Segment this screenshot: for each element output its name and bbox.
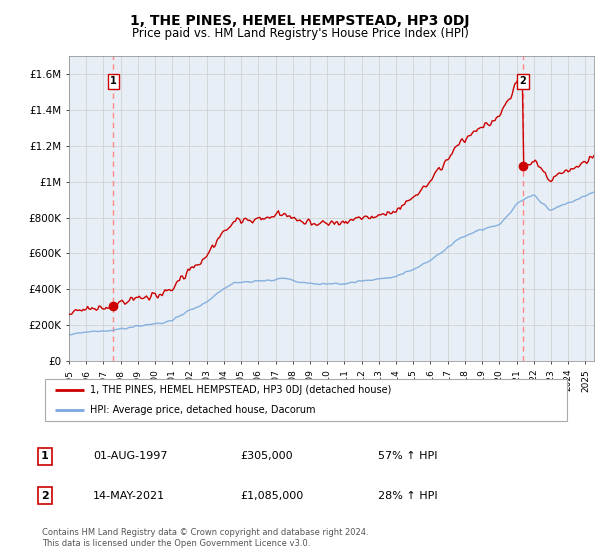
Text: £1,085,000: £1,085,000 [240,491,303,501]
Text: 1, THE PINES, HEMEL HEMPSTEAD, HP3 0DJ: 1, THE PINES, HEMEL HEMPSTEAD, HP3 0DJ [130,14,470,28]
Text: 1: 1 [41,451,49,461]
Text: HPI: Average price, detached house, Dacorum: HPI: Average price, detached house, Daco… [89,405,315,415]
FancyBboxPatch shape [44,379,568,421]
Text: £305,000: £305,000 [240,451,293,461]
Text: 1: 1 [110,76,117,86]
Text: 1, THE PINES, HEMEL HEMPSTEAD, HP3 0DJ (detached house): 1, THE PINES, HEMEL HEMPSTEAD, HP3 0DJ (… [89,385,391,395]
Text: Price paid vs. HM Land Registry's House Price Index (HPI): Price paid vs. HM Land Registry's House … [131,27,469,40]
Text: 01-AUG-1997: 01-AUG-1997 [93,451,167,461]
Text: 2: 2 [520,76,526,86]
Text: 2: 2 [41,491,49,501]
Text: 14-MAY-2021: 14-MAY-2021 [93,491,165,501]
Text: 57% ↑ HPI: 57% ↑ HPI [378,451,437,461]
Text: Contains HM Land Registry data © Crown copyright and database right 2024.
This d: Contains HM Land Registry data © Crown c… [42,528,368,548]
Text: 28% ↑ HPI: 28% ↑ HPI [378,491,437,501]
